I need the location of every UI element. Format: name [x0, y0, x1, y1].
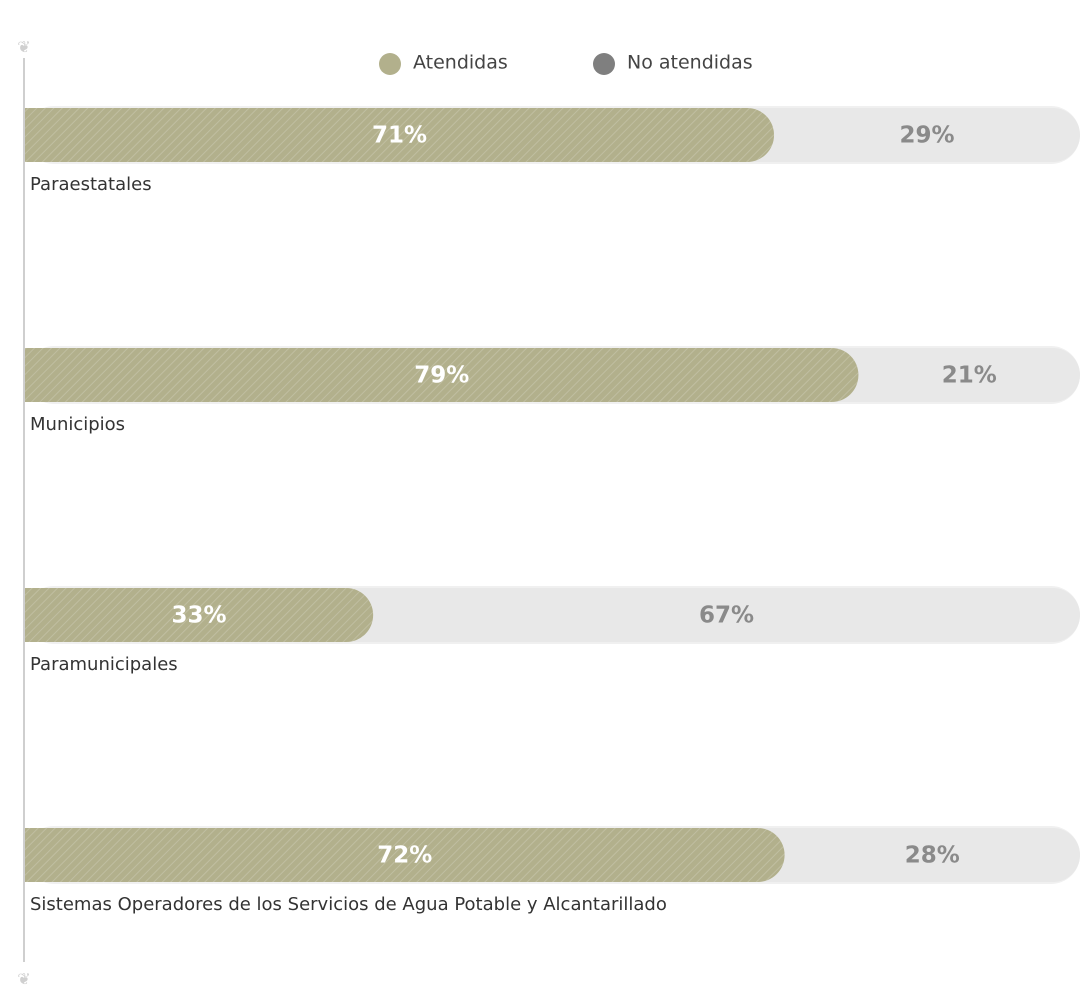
value-label: 29% — [899, 123, 954, 149]
value-label: 33% — [172, 603, 227, 629]
category-label: Paramunicipales — [30, 654, 178, 675]
legend-marker — [593, 53, 615, 75]
category-label: Municipios — [30, 414, 125, 435]
category-label: Paraestatales — [30, 174, 152, 195]
value-label: 72% — [377, 843, 432, 869]
bar-hatch — [25, 828, 785, 882]
legend-marker — [379, 53, 401, 75]
bar-segment — [747, 108, 1080, 162]
ornament: ❦ — [17, 38, 30, 57]
bar-hatch — [25, 588, 374, 642]
value-label: 28% — [905, 843, 960, 869]
value-label: 21% — [942, 363, 997, 389]
value-label: 79% — [414, 363, 469, 389]
ornament: ❦ — [17, 970, 30, 989]
bar-hatch — [25, 108, 775, 162]
bar-segment — [757, 828, 1080, 882]
bar-hatch — [25, 348, 859, 402]
bar-segment — [831, 348, 1080, 402]
legend-label: No atendidas — [627, 52, 753, 74]
value-label: 67% — [699, 603, 754, 629]
category-label: Sistemas Operadores de los Servicios de … — [30, 894, 667, 915]
value-label: 71% — [372, 123, 427, 149]
legend-label: Atendidas — [413, 52, 508, 74]
bar-segment — [346, 588, 1080, 642]
